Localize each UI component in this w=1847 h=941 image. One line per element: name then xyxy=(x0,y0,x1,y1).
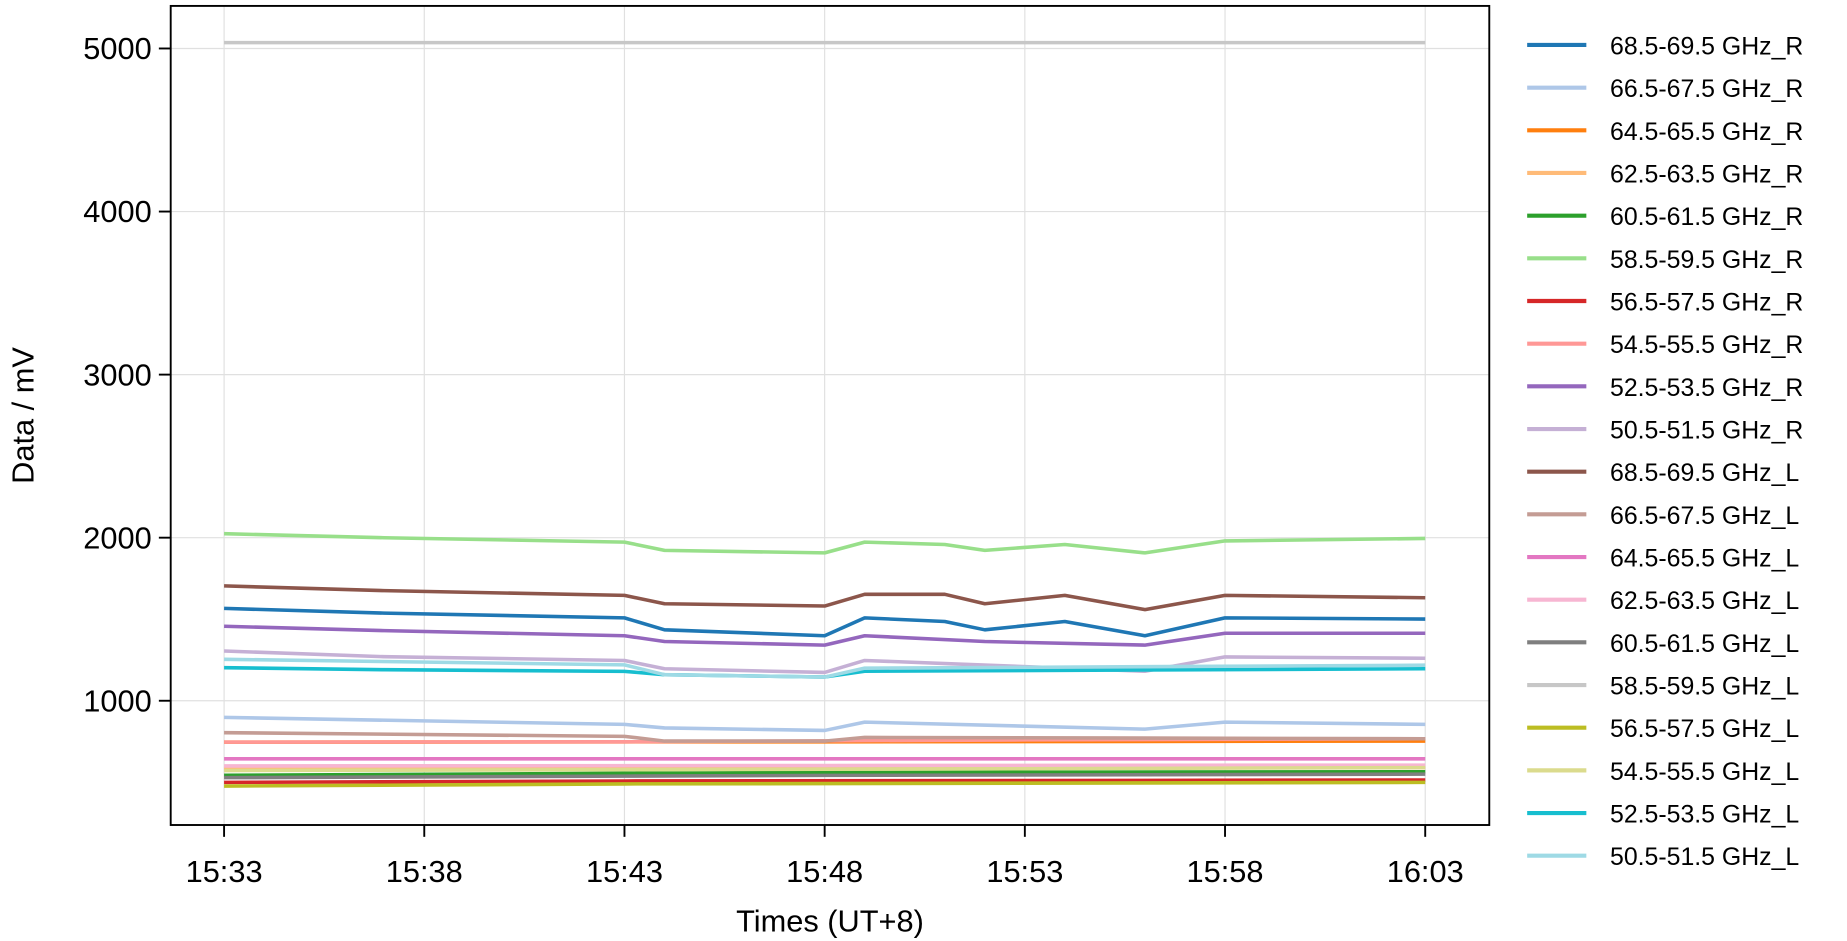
legend-label: 56.5-57.5 GHz_L xyxy=(1610,716,1799,743)
series-lines xyxy=(224,40,1426,788)
x-tick-label: 15:48 xyxy=(786,854,863,889)
x-tick-label: 15:33 xyxy=(186,854,263,889)
grid xyxy=(170,5,1490,826)
legend-label: 50.5-51.5 GHz_L xyxy=(1610,844,1799,871)
x-tick-label: 15:53 xyxy=(986,854,1063,889)
series-line-58.5-59.5 GHz_R xyxy=(224,531,1426,555)
legend-label: 68.5-69.5 GHz_R xyxy=(1610,33,1803,60)
legend: 68.5-69.5 GHz_R 66.5-67.5 GHz_R 64.5-65.5 … xyxy=(1527,33,1803,871)
legend-label: 54.5-55.5 GHz_L xyxy=(1610,759,1799,786)
series-line-56.5-57.5 GHz_L xyxy=(224,780,1426,788)
x-tick-label: 15:43 xyxy=(586,854,663,889)
series-line-56.5-57.5 GHz_R xyxy=(224,778,1426,785)
legend-label: 66.5-67.5 GHz_R xyxy=(1610,76,1803,103)
legend-label: 58.5-59.5 GHz_R xyxy=(1610,247,1803,274)
legend-label: 52.5-53.5 GHz_L xyxy=(1610,802,1799,829)
y-axis-label: Data / mV xyxy=(5,347,40,484)
series-line-60.5-61.5 GHz_L xyxy=(224,772,1426,780)
series-line-50.5-51.5 GHz_L xyxy=(224,657,1426,679)
x-tick-label: 15:38 xyxy=(386,854,463,889)
series-line-62.5-63.5 GHz_L xyxy=(224,763,1426,768)
x-axis-label: Times (UT+8) xyxy=(736,904,924,939)
legend-label: 62.5-63.5 GHz_L xyxy=(1610,588,1799,615)
y-tick-label: 2000 xyxy=(83,520,151,555)
legend-label: 68.5-69.5 GHz_L xyxy=(1610,460,1799,487)
ticks: 15:33 15:38 15:43 15:48 15:53 15:58 16:03 1000 2… xyxy=(83,31,1463,889)
y-tick-label: 1000 xyxy=(83,683,151,718)
legend-label: 52.5-53.5 GHz_R xyxy=(1610,375,1803,402)
legend-label: 60.5-61.5 GHz_L xyxy=(1610,631,1799,658)
legend-label: 62.5-63.5 GHz_R xyxy=(1610,161,1803,188)
legend-label: 64.5-65.5 GHz_L xyxy=(1610,545,1799,572)
y-tick-label: 3000 xyxy=(83,357,151,392)
series-line-52.5-53.5 GHz_R xyxy=(224,624,1426,647)
series-line-50.5-51.5 GHz_R xyxy=(224,649,1426,675)
series-line-60.5-61.5 GHz_R xyxy=(224,769,1426,778)
legend-label: 66.5-67.5 GHz_L xyxy=(1610,503,1799,530)
x-tick-label: 15:58 xyxy=(1187,854,1264,889)
series-line-66.5-67.5 GHz_L xyxy=(224,730,1426,743)
legend-label: 54.5-55.5 GHz_R xyxy=(1610,332,1803,359)
plot-frame xyxy=(169,4,1491,826)
legend-label: 64.5-65.5 GHz_R xyxy=(1610,119,1803,146)
legend-label: 60.5-61.5 GHz_R xyxy=(1610,204,1803,231)
series-line-68.5-69.5 GHz_L xyxy=(224,584,1426,612)
series-line-54.5-55.5 GHz_L xyxy=(224,765,1426,773)
x-tick-label: 16:03 xyxy=(1387,854,1464,889)
y-tick-label: 4000 xyxy=(83,194,151,229)
legend-label: 56.5-57.5 GHz_R xyxy=(1610,289,1803,316)
series-line-66.5-67.5 GHz_R xyxy=(224,715,1426,733)
series-line-68.5-69.5 GHz_R xyxy=(224,606,1426,638)
y-tick-label: 5000 xyxy=(83,31,151,66)
legend-label: 50.5-51.5 GHz_R xyxy=(1610,417,1803,444)
legend-label: 58.5-59.5 GHz_L xyxy=(1610,674,1799,701)
